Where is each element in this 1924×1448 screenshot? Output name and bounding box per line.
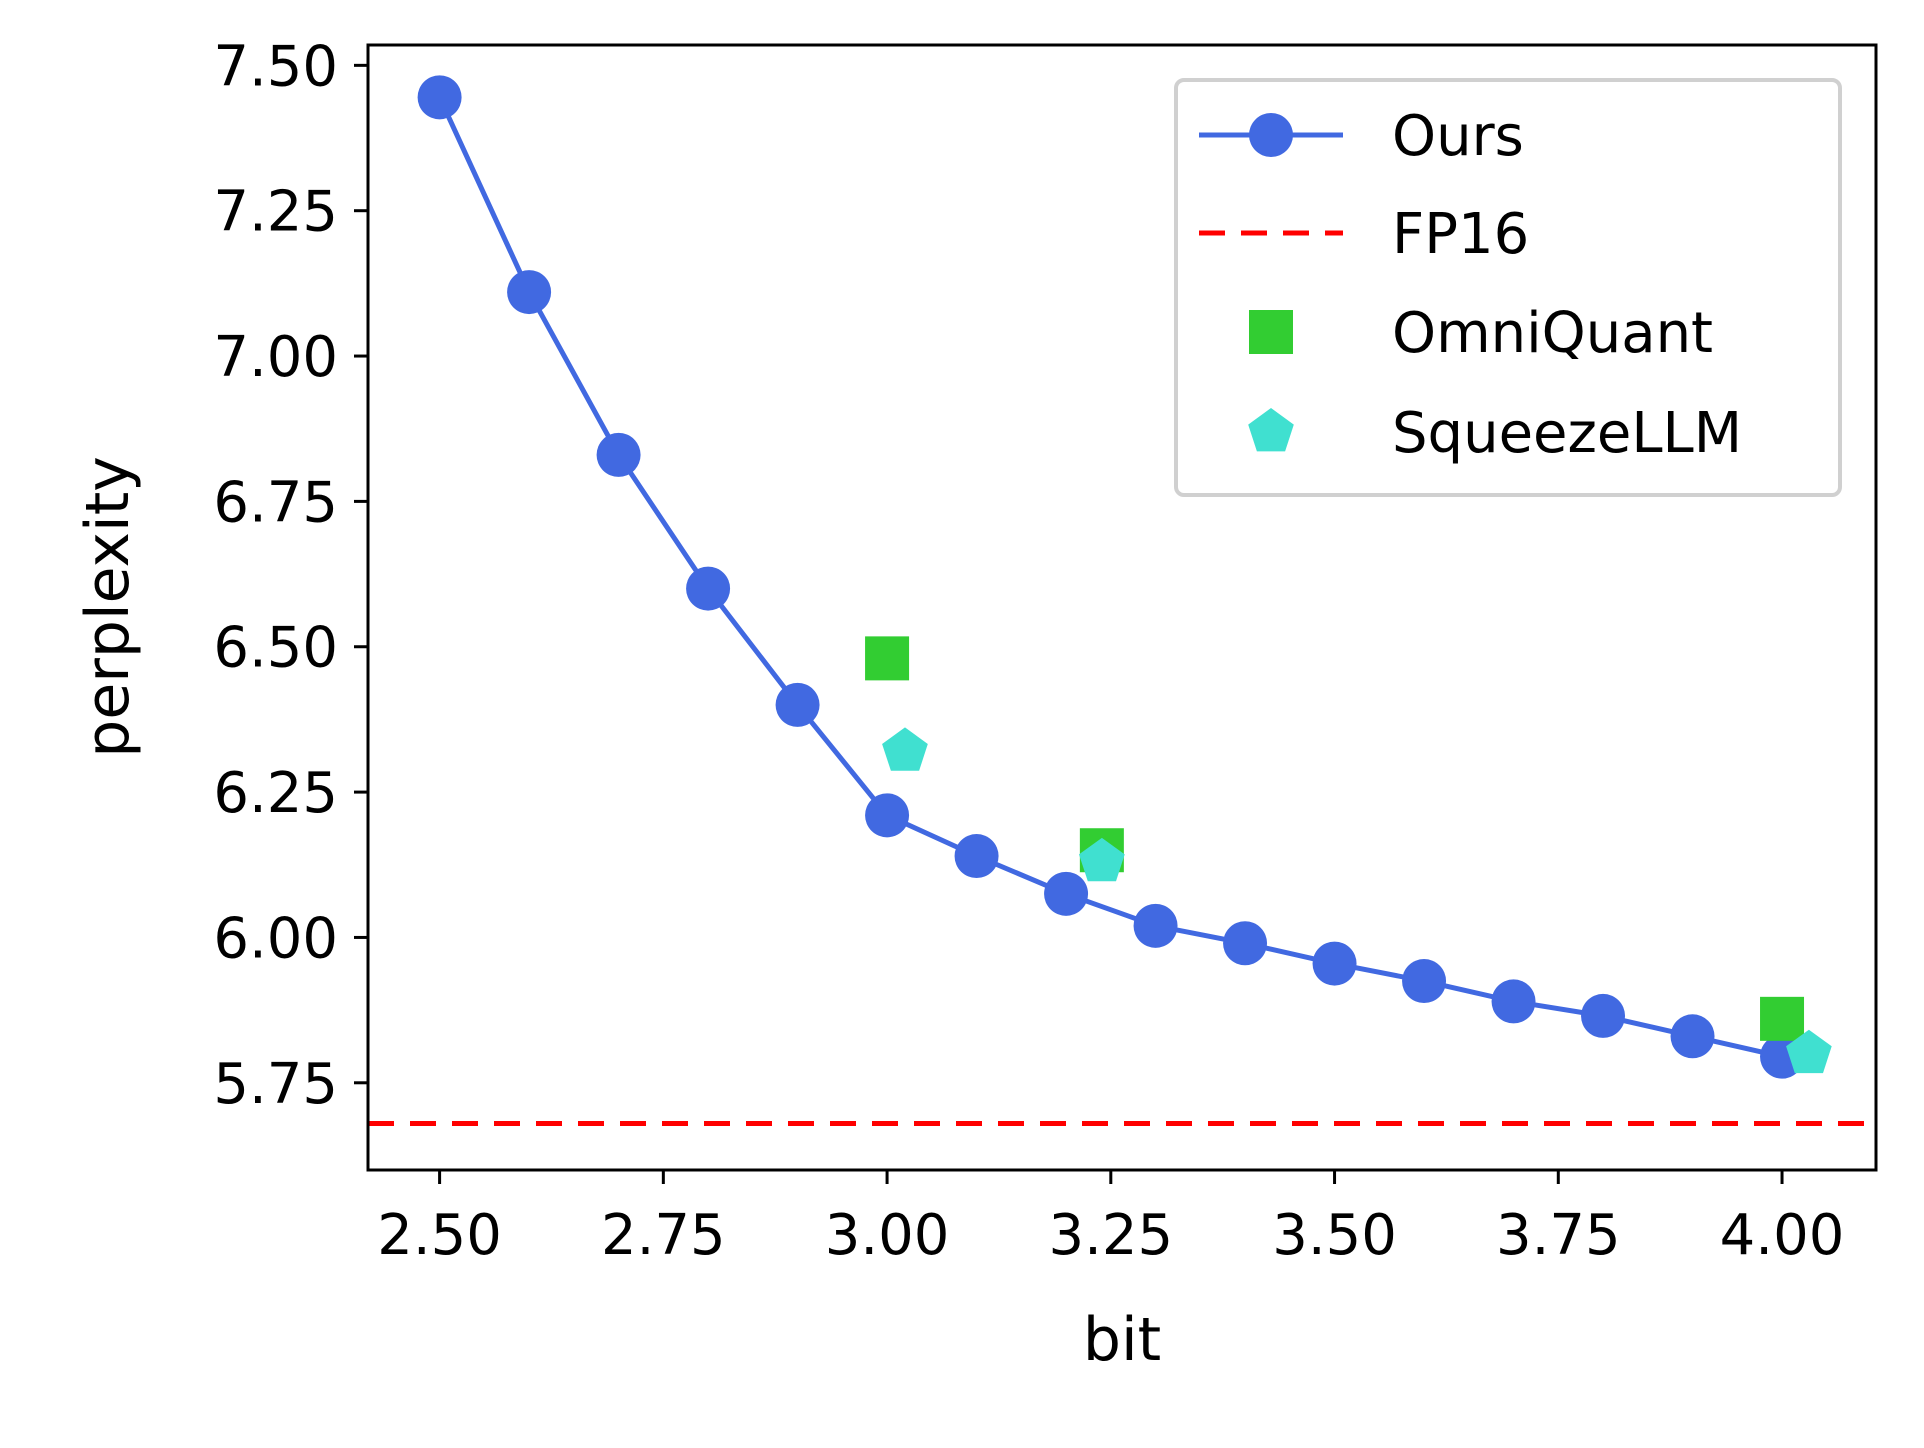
x-tick-label: 2.75	[601, 1203, 726, 1268]
x-tick-label: 3.00	[825, 1203, 950, 1268]
ours-point	[596, 432, 641, 477]
ours-point	[1223, 921, 1268, 966]
ours-point	[507, 270, 552, 315]
legend-frame	[1174, 78, 1842, 497]
ours-point	[1491, 979, 1536, 1024]
ours-point	[1402, 959, 1447, 1004]
ours-point	[417, 75, 462, 120]
legend-handle-ours-marker	[1249, 113, 1293, 157]
y-tick-label: 6.50	[213, 616, 338, 681]
axes-frame	[366, 43, 1878, 1172]
x-axis-label: bit	[1083, 1305, 1161, 1375]
ours-point	[1312, 941, 1357, 986]
x-tick-label: 3.75	[1496, 1203, 1621, 1268]
legend: Ours FP16 OmniQuant SqueezeLLM	[1174, 78, 1842, 497]
y-tick-label: 6.25	[213, 761, 338, 826]
legend-handle-squeezellm	[1248, 408, 1294, 452]
ours-series-line	[437, 96, 1783, 1060]
ours-point	[775, 682, 820, 727]
legend-label-fp16: FP16	[1392, 202, 1529, 267]
legend-handle-omniquant	[1249, 310, 1293, 354]
x-tick-label: 3.50	[1272, 1203, 1397, 1268]
x-tick-label: 4.00	[1720, 1203, 1845, 1268]
x-tick-label: 2.50	[377, 1203, 502, 1268]
ours-point	[1581, 993, 1626, 1038]
y-tick-label: 6.00	[213, 906, 338, 971]
squeezellm-point	[1079, 837, 1125, 882]
omniquant-point	[1760, 996, 1805, 1041]
y-tick-label: 7.25	[213, 180, 338, 245]
plot-area	[368, 75, 1876, 1126]
ours-point	[954, 834, 999, 879]
ours-point	[686, 566, 731, 611]
y-tick-label: 5.75	[213, 1052, 338, 1117]
squeezellm-point	[1786, 1029, 1832, 1074]
y-tick-label: 7.50	[213, 34, 338, 99]
y-axis-label: perplexity	[73, 456, 143, 758]
ours-point	[1670, 1014, 1715, 1059]
legend-label-squeezellm: SqueezeLLM	[1392, 401, 1742, 466]
squeezellm-point	[882, 727, 928, 771]
ours-point	[1133, 903, 1178, 948]
legend-label-ours: Ours	[1392, 104, 1524, 169]
legend-label-omniquant: OmniQuant	[1392, 301, 1713, 366]
y-tick-label: 6.75	[213, 470, 338, 535]
y-tick-label: 7.00	[213, 325, 338, 390]
axis-ticks: 2.50 2.75 3.00 3.25 3.50 3.75 4.00 5.75 6.00 6.25…	[213, 34, 1844, 1268]
x-tick-label: 3.25	[1048, 1203, 1173, 1268]
omniquant-point	[865, 636, 910, 681]
ours-point	[1044, 871, 1089, 916]
ours-point	[865, 793, 910, 838]
